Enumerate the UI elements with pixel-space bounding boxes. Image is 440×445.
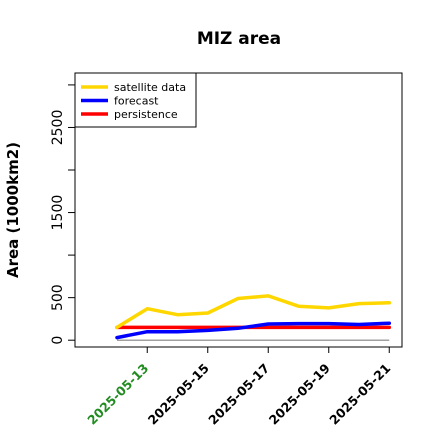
x-tick-label: 2025-05-15 xyxy=(145,361,212,428)
x-tick-label: 2025-05-19 xyxy=(266,361,333,428)
plot-frame xyxy=(74,72,403,348)
y-tick-label: 500 xyxy=(50,284,66,311)
x-tick-label: 2025-05-17 xyxy=(205,361,272,428)
plot-layer: 0500150025002025-05-132025-05-152025-05-… xyxy=(50,84,393,428)
chart-title: MIZ area xyxy=(197,29,281,49)
y-tick-label: 0 xyxy=(50,336,66,345)
y-tick-label: 2500 xyxy=(50,110,66,146)
y-tick-label: 1500 xyxy=(50,195,66,231)
legend-label-persistence: persistence xyxy=(114,108,178,121)
x-tick-label: 2025-05-21 xyxy=(326,361,393,428)
y-axis-label: Area (1000km2) xyxy=(4,142,22,278)
legend-label-forecast: forecast xyxy=(114,95,159,108)
series-line-satellite-data xyxy=(115,294,392,330)
x-tick-label: 2025-05-13 xyxy=(84,361,151,428)
series-line-forecast xyxy=(115,321,392,340)
legend-label-satellite-data: satellite data xyxy=(114,81,186,94)
